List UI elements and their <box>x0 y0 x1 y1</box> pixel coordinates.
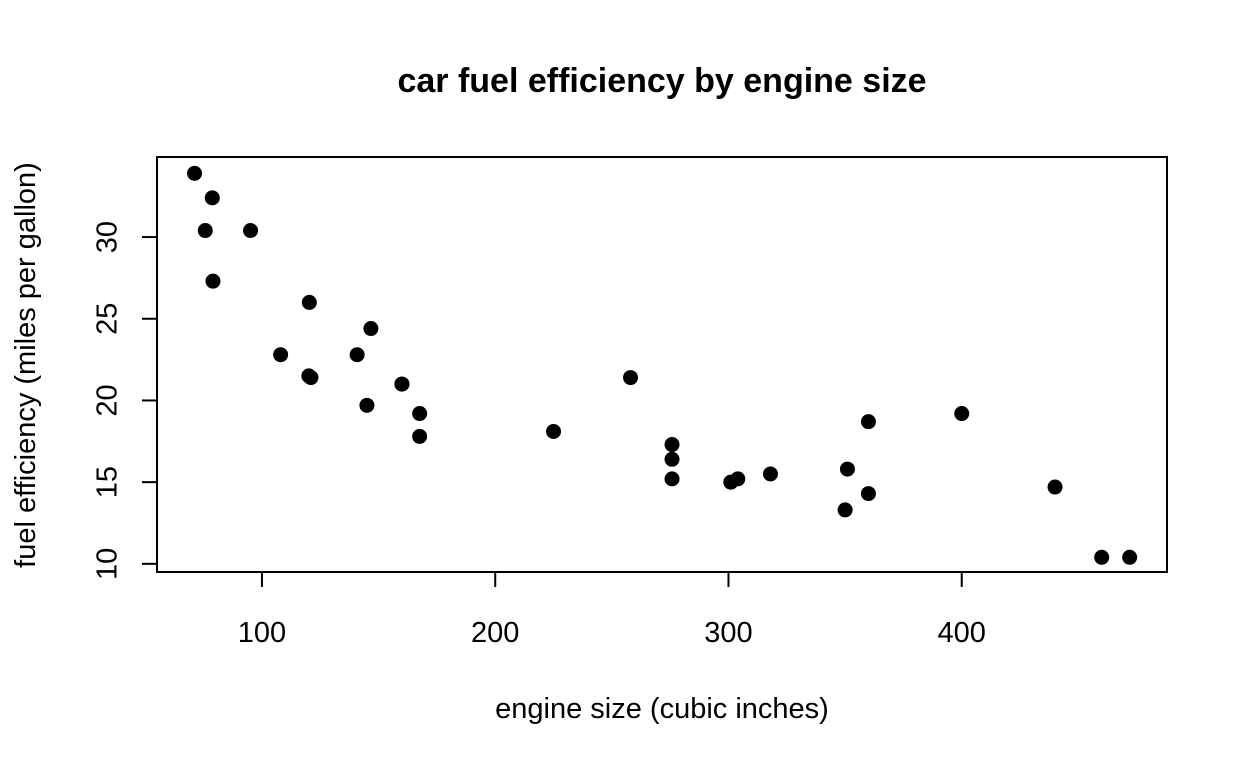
data-point <box>954 406 970 422</box>
data-point <box>363 321 379 337</box>
x-tick-label: 200 <box>471 617 519 649</box>
data-point <box>412 428 428 444</box>
x-tick-label: 400 <box>938 617 986 649</box>
data-point <box>860 414 876 430</box>
data-point <box>197 223 213 239</box>
x-tick-label: 300 <box>704 617 752 649</box>
data-point <box>546 423 562 439</box>
data-point <box>762 466 778 482</box>
x-axis: 100 200 300 400 <box>238 571 986 649</box>
y-axis-label: fuel efficiency (miles per gallon) <box>10 162 42 568</box>
data-point <box>301 294 317 310</box>
y-tick-label: 30 <box>92 221 124 253</box>
x-axis-label: engine size (cubic inches) <box>495 693 829 725</box>
data-point <box>273 347 289 363</box>
data-point <box>1047 479 1063 495</box>
y-axis: 10 15 20 25 30 <box>92 221 158 580</box>
y-tick-label: 25 <box>92 303 124 335</box>
data-point <box>243 223 259 239</box>
data-point <box>187 165 203 181</box>
x-tick-label: 100 <box>238 617 286 649</box>
y-tick-label: 10 <box>92 548 124 580</box>
y-tick-label: 15 <box>92 466 124 498</box>
data-point <box>1094 549 1110 565</box>
y-tick-label: 20 <box>92 384 124 416</box>
data-point <box>664 437 680 453</box>
data-point <box>359 397 375 413</box>
data-point <box>412 406 428 422</box>
data-point <box>623 370 639 386</box>
data-point <box>394 376 410 392</box>
data-point <box>839 461 855 477</box>
data-points <box>187 165 1138 565</box>
data-point <box>837 502 853 518</box>
data-point <box>723 474 739 490</box>
data-point <box>205 273 221 289</box>
data-point <box>349 347 365 363</box>
chart-title: car fuel efficiency by engine size <box>397 62 926 100</box>
data-point <box>204 190 220 206</box>
data-point <box>860 486 876 502</box>
data-point <box>1122 549 1138 565</box>
plot-area-frame <box>156 156 1168 573</box>
data-point <box>303 370 319 386</box>
data-point <box>664 471 680 487</box>
data-point <box>664 451 680 467</box>
